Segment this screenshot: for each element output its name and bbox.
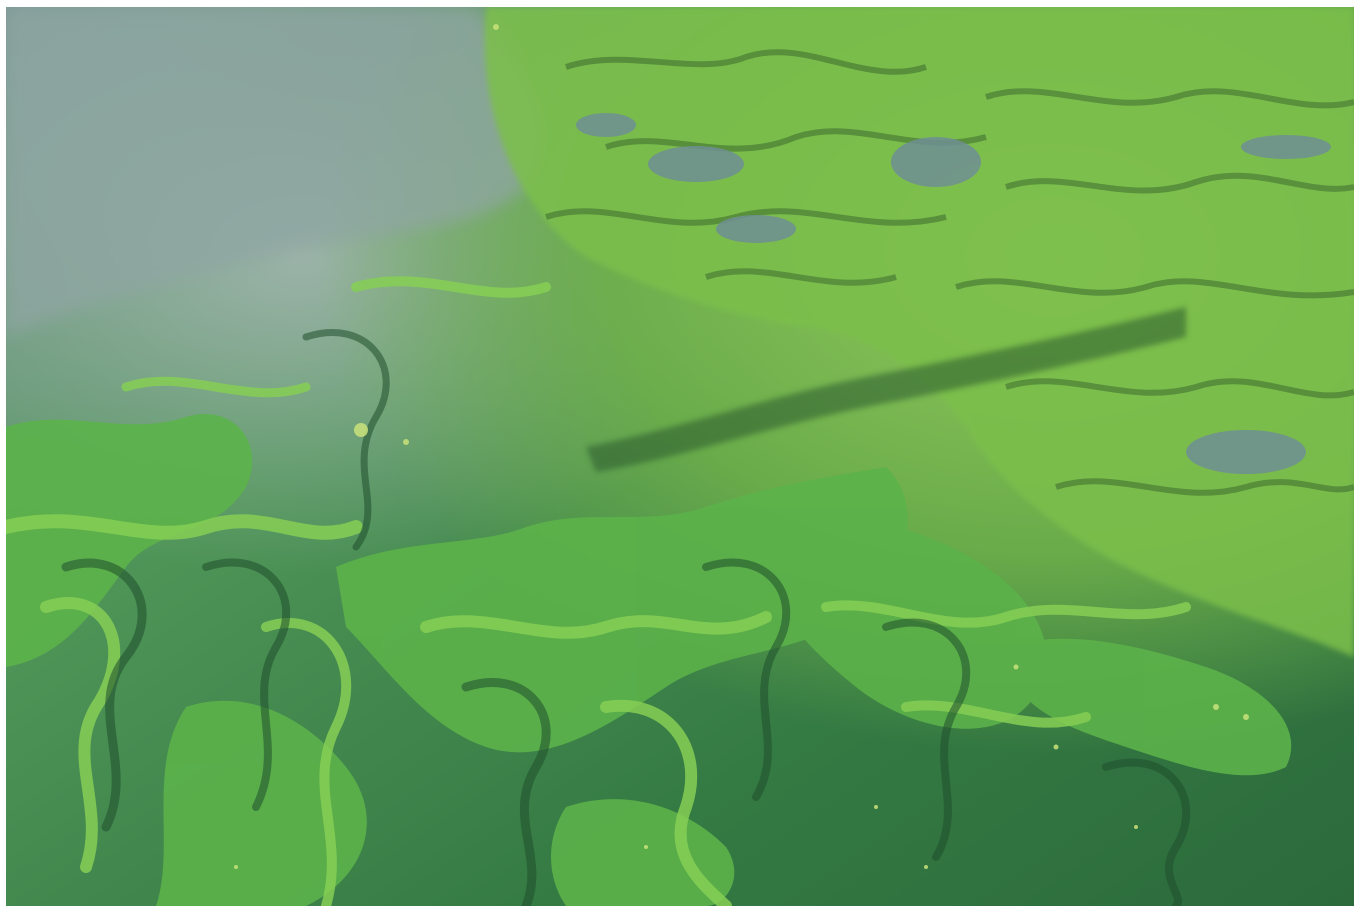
algae-bloom-photo [6,7,1354,906]
shadow-band [586,307,1186,472]
lime-streaks [6,276,1191,906]
sky-reflection-holes [576,113,1331,474]
floating-specks [234,24,1249,869]
photo-frame [6,7,1354,906]
dark-streaks [61,329,1191,906]
grey-reflection-patch [6,7,543,337]
